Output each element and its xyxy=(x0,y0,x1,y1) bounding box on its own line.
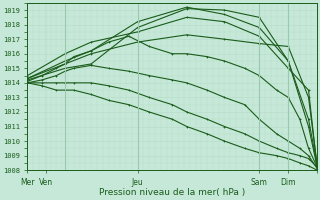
X-axis label: Pression niveau de la mer( hPa ): Pression niveau de la mer( hPa ) xyxy=(99,188,245,197)
